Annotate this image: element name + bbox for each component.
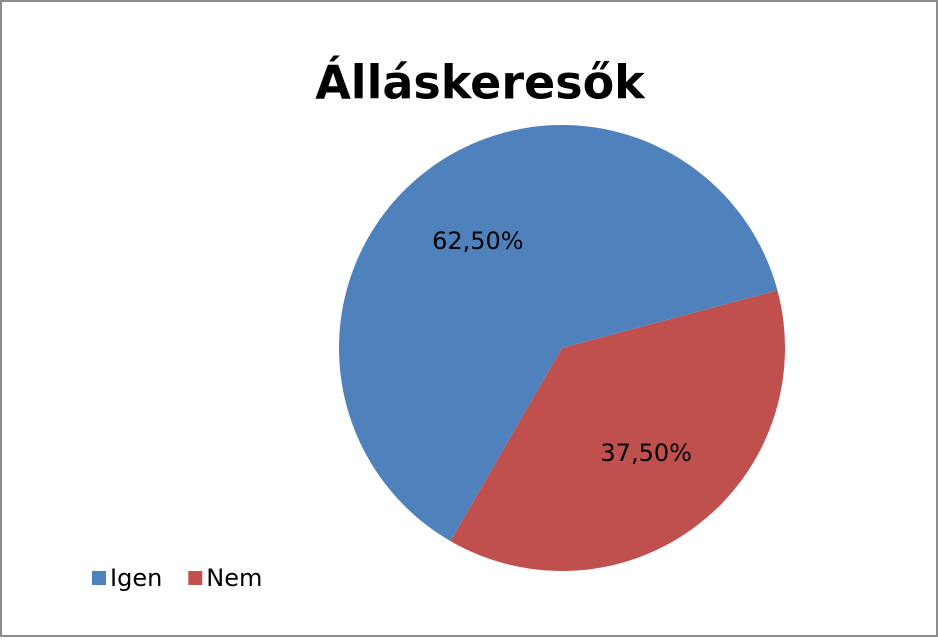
legend-swatch: [188, 571, 203, 585]
pie-slice: [450, 290, 785, 571]
legend-label: Igen: [110, 564, 162, 592]
legend-swatch: [92, 571, 106, 585]
data-label: 37,50%: [600, 439, 692, 467]
pie-slice: [339, 124, 778, 542]
data-label: 62,50%: [432, 227, 524, 255]
legend-label: Nem: [206, 564, 262, 592]
chart-title: Álláskeresők: [315, 56, 646, 110]
